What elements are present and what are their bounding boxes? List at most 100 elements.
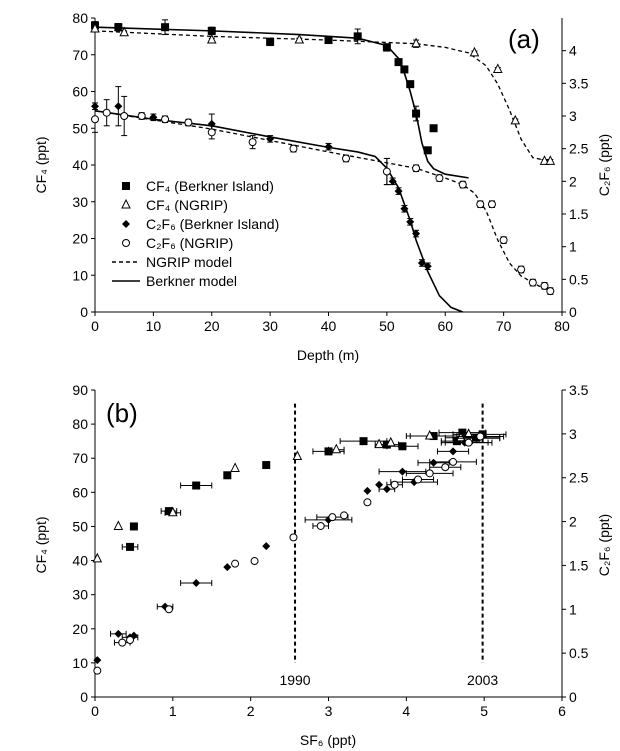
y-tick-label: 50 — [72, 120, 88, 136]
year-marker-label: 2003 — [467, 672, 498, 688]
data-point — [406, 80, 415, 89]
data-point — [231, 559, 240, 568]
panel-a-legend: CF₄ (Berkner Island) CF₄ (NGRIP) C₂F₆ (Ber… — [112, 178, 279, 289]
y-tick-label: 40 — [72, 553, 88, 569]
data-point — [90, 22, 100, 33]
legend-entry: CF₄ (NGRIP) — [146, 197, 228, 213]
data-point — [374, 438, 384, 449]
x-tick-label: 1 — [169, 703, 177, 719]
y2-tick-label: 0.5 — [569, 645, 589, 661]
panel-a-xlabel: Depth (m) — [297, 347, 359, 363]
data-point — [406, 217, 415, 226]
y-tick-label: 70 — [72, 450, 88, 466]
x-tick-label: 0 — [91, 703, 99, 719]
y2-tick-label: 1.5 — [569, 557, 589, 573]
data-point — [294, 33, 305, 44]
data-point — [398, 442, 407, 451]
y2-tick-label: 0.5 — [569, 271, 589, 287]
y-tick-label: 20 — [72, 621, 88, 637]
data-point — [248, 138, 257, 147]
panel-a-ylabel: CF₄ (ppt) — [33, 136, 49, 193]
panel-b-chart: (b) SF₆ (ppt) CF₄ (ppt) C₂F₆ (ppt) 0 1 2 3 4… — [33, 382, 612, 748]
y-tick-label: 60 — [72, 484, 88, 500]
x-tick-label: 10 — [146, 318, 162, 334]
y2-tick-label: 3.5 — [569, 75, 589, 91]
data-point — [458, 428, 467, 437]
data-point — [223, 471, 232, 480]
legend-entry: CF₄ (Berkner Island) — [146, 178, 274, 194]
y-tick-label: 10 — [72, 267, 88, 283]
y2-tick-label: 2 — [569, 514, 577, 530]
data-point — [540, 281, 549, 290]
x-tick-label: 4 — [402, 703, 410, 719]
data-point — [539, 155, 550, 165]
data-point — [292, 450, 303, 461]
data-point — [137, 112, 146, 120]
data-point — [412, 229, 421, 238]
y-tick-label: 30 — [72, 587, 88, 603]
data-point — [476, 432, 485, 441]
data-point — [423, 262, 432, 271]
x-tick-label: 30 — [262, 318, 278, 334]
data-point — [126, 542, 135, 551]
panel-b-ylabel: CF₄ (ppt) — [33, 516, 49, 573]
x-tick-label: 5 — [480, 703, 488, 719]
data-point — [92, 552, 103, 563]
panel-b-xlabel: SF₆ (ppt) — [300, 732, 356, 748]
data-point — [429, 124, 438, 133]
data-point — [120, 112, 129, 120]
y-tick-label: 80 — [72, 416, 88, 432]
data-point — [517, 265, 526, 274]
data-point — [161, 115, 170, 124]
data-point — [266, 134, 275, 143]
data-point — [363, 498, 372, 507]
data-point — [423, 146, 432, 155]
data-point — [206, 33, 217, 44]
data-point — [207, 128, 216, 137]
data-point — [324, 36, 333, 45]
y2-tick-label: 4 — [569, 43, 577, 59]
data-point — [382, 167, 391, 176]
x-tick-label: 80 — [554, 318, 570, 334]
data-point — [324, 142, 333, 151]
data-point — [546, 287, 555, 296]
data-point — [412, 164, 421, 173]
legend-swatch — [122, 220, 130, 228]
data-point — [102, 108, 111, 117]
data-point — [476, 200, 485, 209]
data-point — [230, 462, 240, 472]
y-tick-label: 80 — [72, 10, 88, 26]
legend-entry: C₂F₆ (Berkner Island) — [146, 216, 279, 232]
data-point — [499, 236, 508, 245]
legend-swatch — [122, 182, 130, 190]
data-point — [429, 458, 438, 467]
data-point — [250, 557, 259, 566]
data-point — [449, 447, 458, 456]
data-point — [184, 118, 193, 127]
data-point — [262, 461, 271, 470]
y2-tick-label: 1 — [569, 601, 577, 617]
data-point — [449, 457, 458, 466]
x-tick-label: 40 — [321, 318, 337, 334]
data-point — [464, 438, 473, 447]
data-point — [340, 511, 349, 520]
data-point — [91, 115, 99, 124]
data-point — [119, 26, 129, 37]
panel-b-ticks: 0 1 2 3 4 5 6010203040506070809000.511.522.533… — [72, 382, 588, 719]
panel-b-y2label: C₂F₆ (ppt) — [596, 514, 612, 576]
data-point — [375, 480, 384, 489]
data-point — [149, 113, 158, 122]
data-point — [114, 629, 123, 638]
data-point — [266, 37, 275, 46]
data-point — [382, 485, 391, 494]
data-point — [394, 58, 403, 67]
data-point — [353, 32, 362, 41]
year-marker-label: 1990 — [279, 672, 310, 688]
x-tick-label: 50 — [379, 318, 395, 334]
legend-swatch — [122, 239, 130, 247]
panel-a-y2label: C₂F₆ (ppt) — [596, 134, 612, 196]
y2-tick-label: 2.5 — [569, 470, 589, 486]
panel-a-chart: (a) Depth (m) CF₄ (ppt) C₂F₆ (ppt) 0 10 20… — [33, 10, 612, 363]
data-point — [382, 43, 391, 52]
y2-tick-label: 3 — [569, 426, 577, 442]
